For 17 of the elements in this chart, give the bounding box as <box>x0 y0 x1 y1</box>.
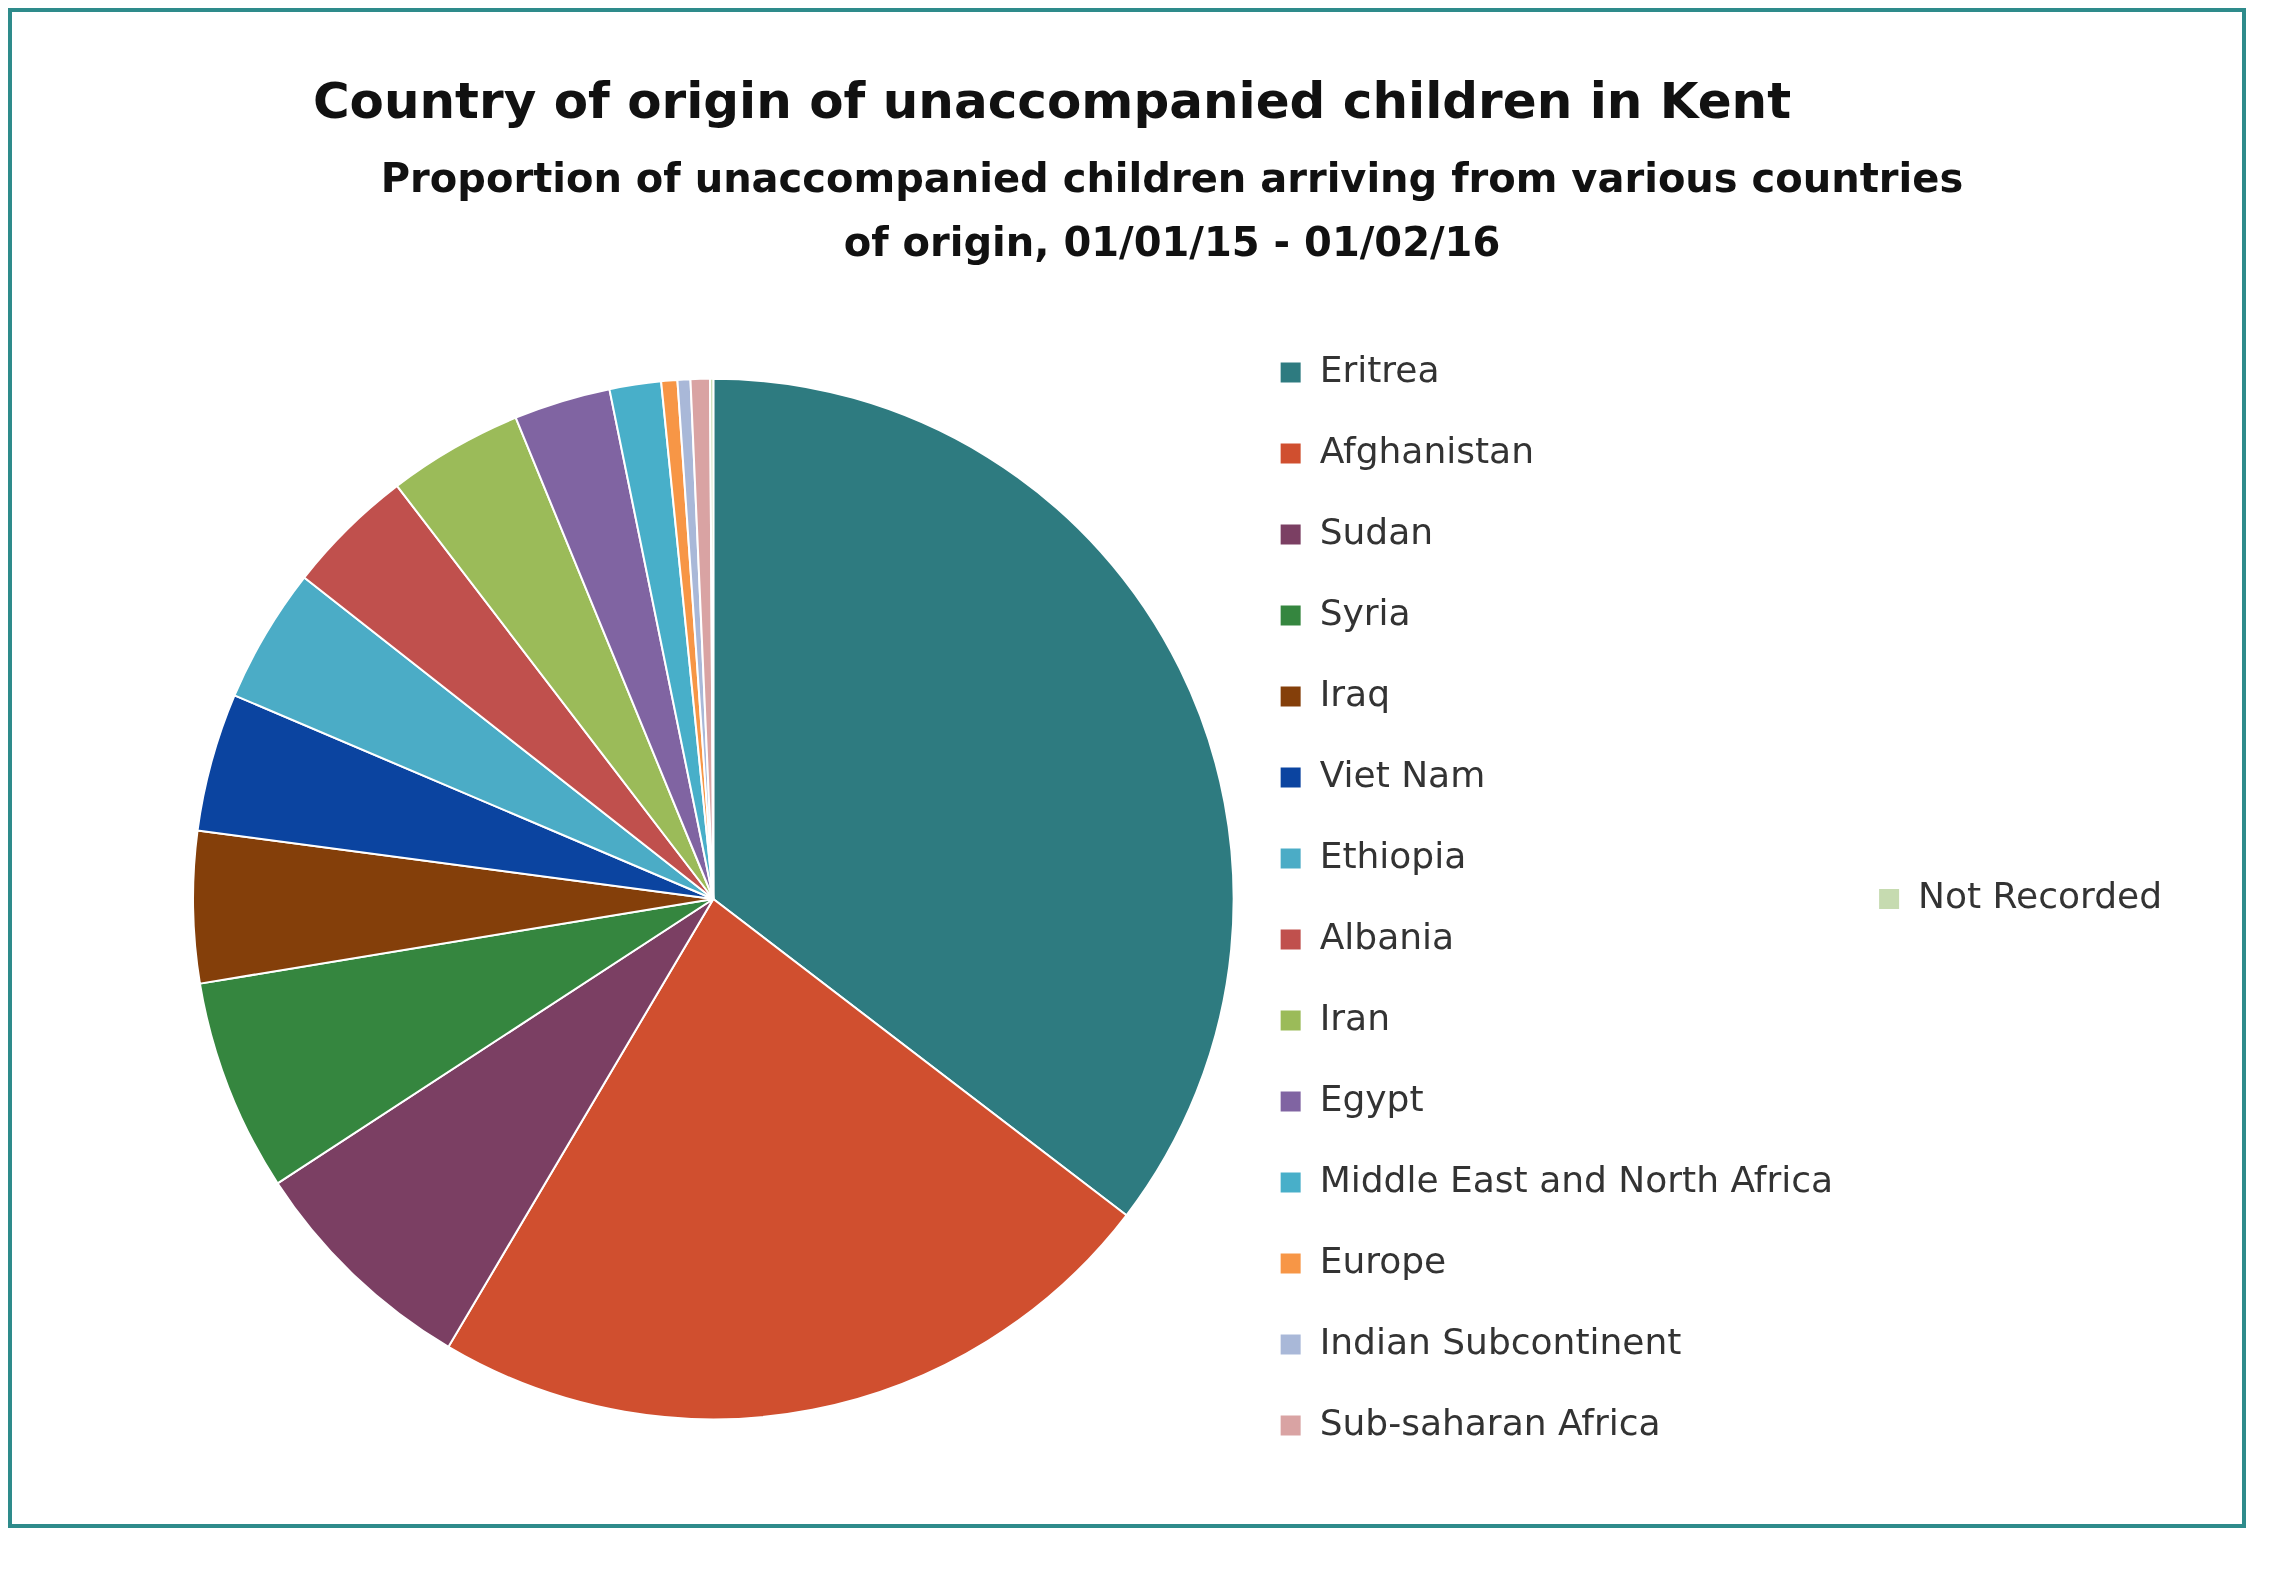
chart-subtitle: Proportion of unaccompanied children arriving from various countries of origin, 01/01/15 - 01/02/16 <box>379 154 1965 267</box>
legend-label: Viet Nam <box>1319 753 1486 795</box>
legend-label: Indian Subcontinent <box>1319 1320 1682 1362</box>
legend-label: Sudan <box>1319 510 1434 552</box>
legend-label: Afghanistan <box>1319 429 1534 471</box>
legend-label: Sub-saharan Africa <box>1319 1401 1661 1443</box>
legend-label: Syria <box>1319 591 1411 633</box>
legend-label: Iraq <box>1319 672 1390 714</box>
legend-label: Middle East and North Africa <box>1319 1158 1834 1200</box>
legend-label: Not Recorded <box>1918 875 2163 917</box>
legend-label: Eritrea <box>1319 348 1440 390</box>
chart-title: Country of origin of unaccompanied children in Kent <box>311 72 1793 130</box>
legend-label: Iran <box>1319 996 1390 1038</box>
legend-label: Egypt <box>1319 1077 1424 1119</box>
legend-label: Albania <box>1319 915 1455 957</box>
legend-label: Europe <box>1319 1239 1447 1281</box>
legend-label: Ethiopia <box>1319 834 1467 876</box>
